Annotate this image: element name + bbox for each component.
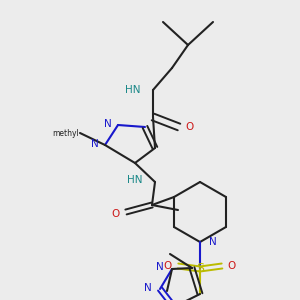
Text: O: O xyxy=(185,122,193,132)
Text: O: O xyxy=(228,261,236,271)
Text: O: O xyxy=(164,261,172,271)
Text: N: N xyxy=(104,119,112,129)
Text: N: N xyxy=(144,283,152,293)
Text: N: N xyxy=(156,262,164,272)
Text: S: S xyxy=(196,262,204,275)
Text: methyl: methyl xyxy=(52,128,80,137)
Text: O: O xyxy=(112,209,120,219)
Text: N: N xyxy=(209,237,217,247)
Text: HN: HN xyxy=(124,85,140,95)
Text: N: N xyxy=(91,139,99,149)
Text: HN: HN xyxy=(127,175,142,185)
